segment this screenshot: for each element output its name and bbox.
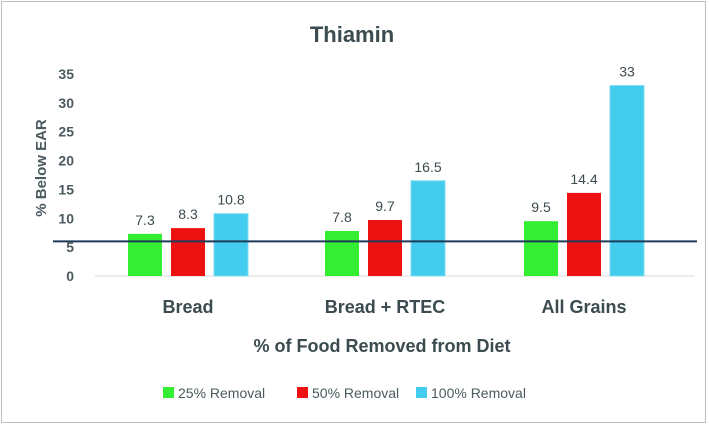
- bar-25-removal-bread: [128, 233, 162, 276]
- y-tick-label: 15: [58, 181, 74, 197]
- data-label: 33: [619, 64, 635, 80]
- y-axis-title: % Below EAR: [33, 119, 50, 217]
- legend-label: 100% Removal: [431, 385, 526, 401]
- data-label: 16.5: [414, 159, 441, 175]
- legend-swatch: [297, 387, 308, 398]
- y-tick-label: 5: [66, 239, 74, 255]
- bar-100-removal-bread-rtec: [410, 180, 446, 277]
- bar-50-removal-bread: [171, 228, 205, 276]
- y-tick-label: 25: [58, 124, 74, 140]
- category-label: Bread: [162, 297, 213, 317]
- data-label: 9.5: [531, 199, 551, 215]
- category-label: All Grains: [541, 297, 626, 317]
- legend-label: 25% Removal: [178, 385, 265, 401]
- bar-50-removal-all-grains: [567, 192, 601, 276]
- y-tick-label: 20: [58, 153, 74, 169]
- legend: 25% Removal 50% Removal 100% Removal: [163, 385, 526, 401]
- bar-100-removal-bread: [213, 213, 249, 277]
- legend-swatch: [163, 387, 174, 398]
- legend-label: 50% Removal: [312, 385, 399, 401]
- y-tick-label: 35: [58, 66, 74, 82]
- chart-title: Thiamin: [310, 22, 394, 47]
- data-labels-group: 7.3 7.8 9.5 8.3 9.7 14.4 10.8 16.5 33: [135, 64, 635, 228]
- y-axis-ticks: 0 5 10 15 20 25 30 35: [58, 66, 74, 284]
- category-label: Bread + RTEC: [325, 297, 446, 317]
- bar-25-removal-bread-rtec: [325, 230, 359, 276]
- data-label: 10.8: [217, 192, 244, 208]
- data-label: 9.7: [375, 198, 395, 214]
- y-tick-label: 30: [58, 95, 74, 111]
- bar-50-removal-bread-rtec: [368, 220, 402, 276]
- y-tick-label: 10: [58, 210, 74, 226]
- x-axis-title: % of Food Removed from Diet: [253, 336, 510, 356]
- bars-group: [128, 85, 645, 277]
- data-label: 7.8: [332, 209, 352, 225]
- bar-25-removal-all-grains: [524, 221, 558, 276]
- legend-swatch: [416, 387, 427, 398]
- y-tick-label: 0: [66, 268, 74, 284]
- bar-100-removal-all-grains: [609, 85, 645, 277]
- data-label: 8.3: [178, 206, 198, 222]
- data-label: 14.4: [570, 171, 597, 187]
- category-labels: Bread Bread + RTEC All Grains: [162, 297, 626, 317]
- data-label: 7.3: [135, 212, 155, 228]
